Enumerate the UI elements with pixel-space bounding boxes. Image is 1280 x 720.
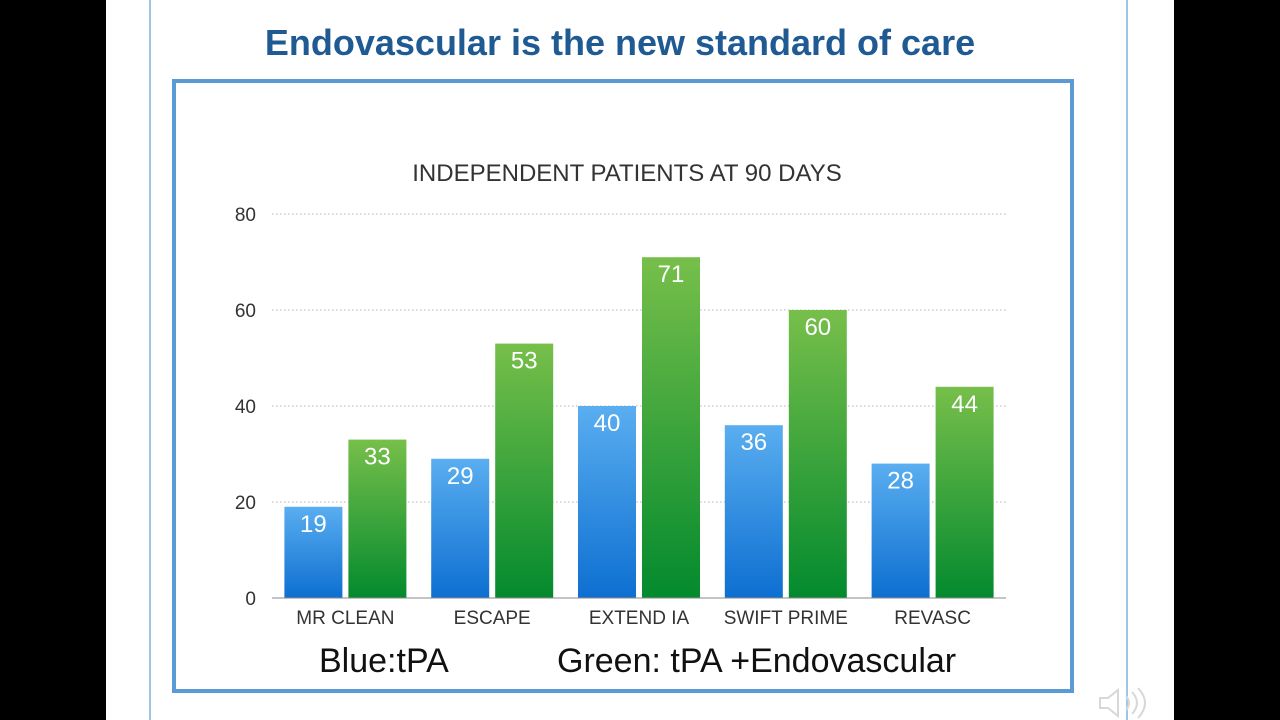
bar-value-label: 60: [804, 314, 831, 341]
bar-blue-revasc: [871, 463, 930, 598]
bar-value-label: 19: [300, 511, 327, 538]
y-tick-label: 40: [235, 397, 256, 418]
speaker-icon[interactable]: [1096, 686, 1160, 720]
bar-value-label: 44: [951, 391, 978, 418]
x-tick-label: ESCAPE: [454, 608, 531, 629]
bar-green-swift-prime: [788, 310, 847, 598]
bar-value-label: 29: [447, 463, 474, 490]
bar-value-label: 36: [740, 429, 767, 456]
slide-right-edge-line: [1126, 0, 1128, 720]
x-tick-label: SWIFT PRIME: [724, 608, 848, 629]
axes: 0 20 40 60 80 MR CLEAN ESCAPE EXTEND IA SWIFT PR…: [235, 205, 1006, 629]
legend-green-endovascular: Green: tPA +Endovascular: [557, 642, 957, 680]
bar-value-label: 53: [511, 348, 538, 375]
x-tick-label: MR CLEAN: [296, 608, 394, 629]
bar-green-extend-ia: [642, 257, 700, 598]
bar-value-label: 40: [594, 410, 621, 437]
bar-blue-mr-clean: [284, 506, 343, 598]
bar-green-escape: [495, 343, 554, 598]
legend-blue-tpa: Blue:tPA: [319, 642, 449, 680]
y-tick-label: 60: [235, 301, 256, 322]
bar-value-label: 33: [364, 444, 391, 471]
bar-labels: 19 33 29 53 40 71 36 60 28 44: [300, 261, 978, 538]
slide-left-edge-line: [149, 0, 151, 720]
y-tick-label: 80: [235, 205, 256, 226]
y-tick-label: 20: [235, 493, 256, 514]
bar-blue-extend-ia: [578, 406, 636, 598]
bar-value-label: 71: [658, 261, 685, 288]
bars: [284, 257, 994, 598]
x-tick-label: EXTEND IA: [589, 608, 690, 629]
bar-green-revasc: [935, 386, 994, 598]
bar-green-mr-clean: [348, 439, 407, 598]
bar-value-label: 28: [887, 468, 914, 495]
x-tick-label: REVASC: [894, 608, 971, 629]
chart-title: INDEPENDENT PATIENTS AT 90 DAYS: [412, 160, 841, 187]
y-tick-label: 0: [245, 589, 256, 610]
bar-blue-escape: [431, 458, 490, 598]
slide-title: Endovascular is the new standard of care: [264, 22, 976, 63]
bar-blue-swift-prime: [724, 425, 783, 598]
